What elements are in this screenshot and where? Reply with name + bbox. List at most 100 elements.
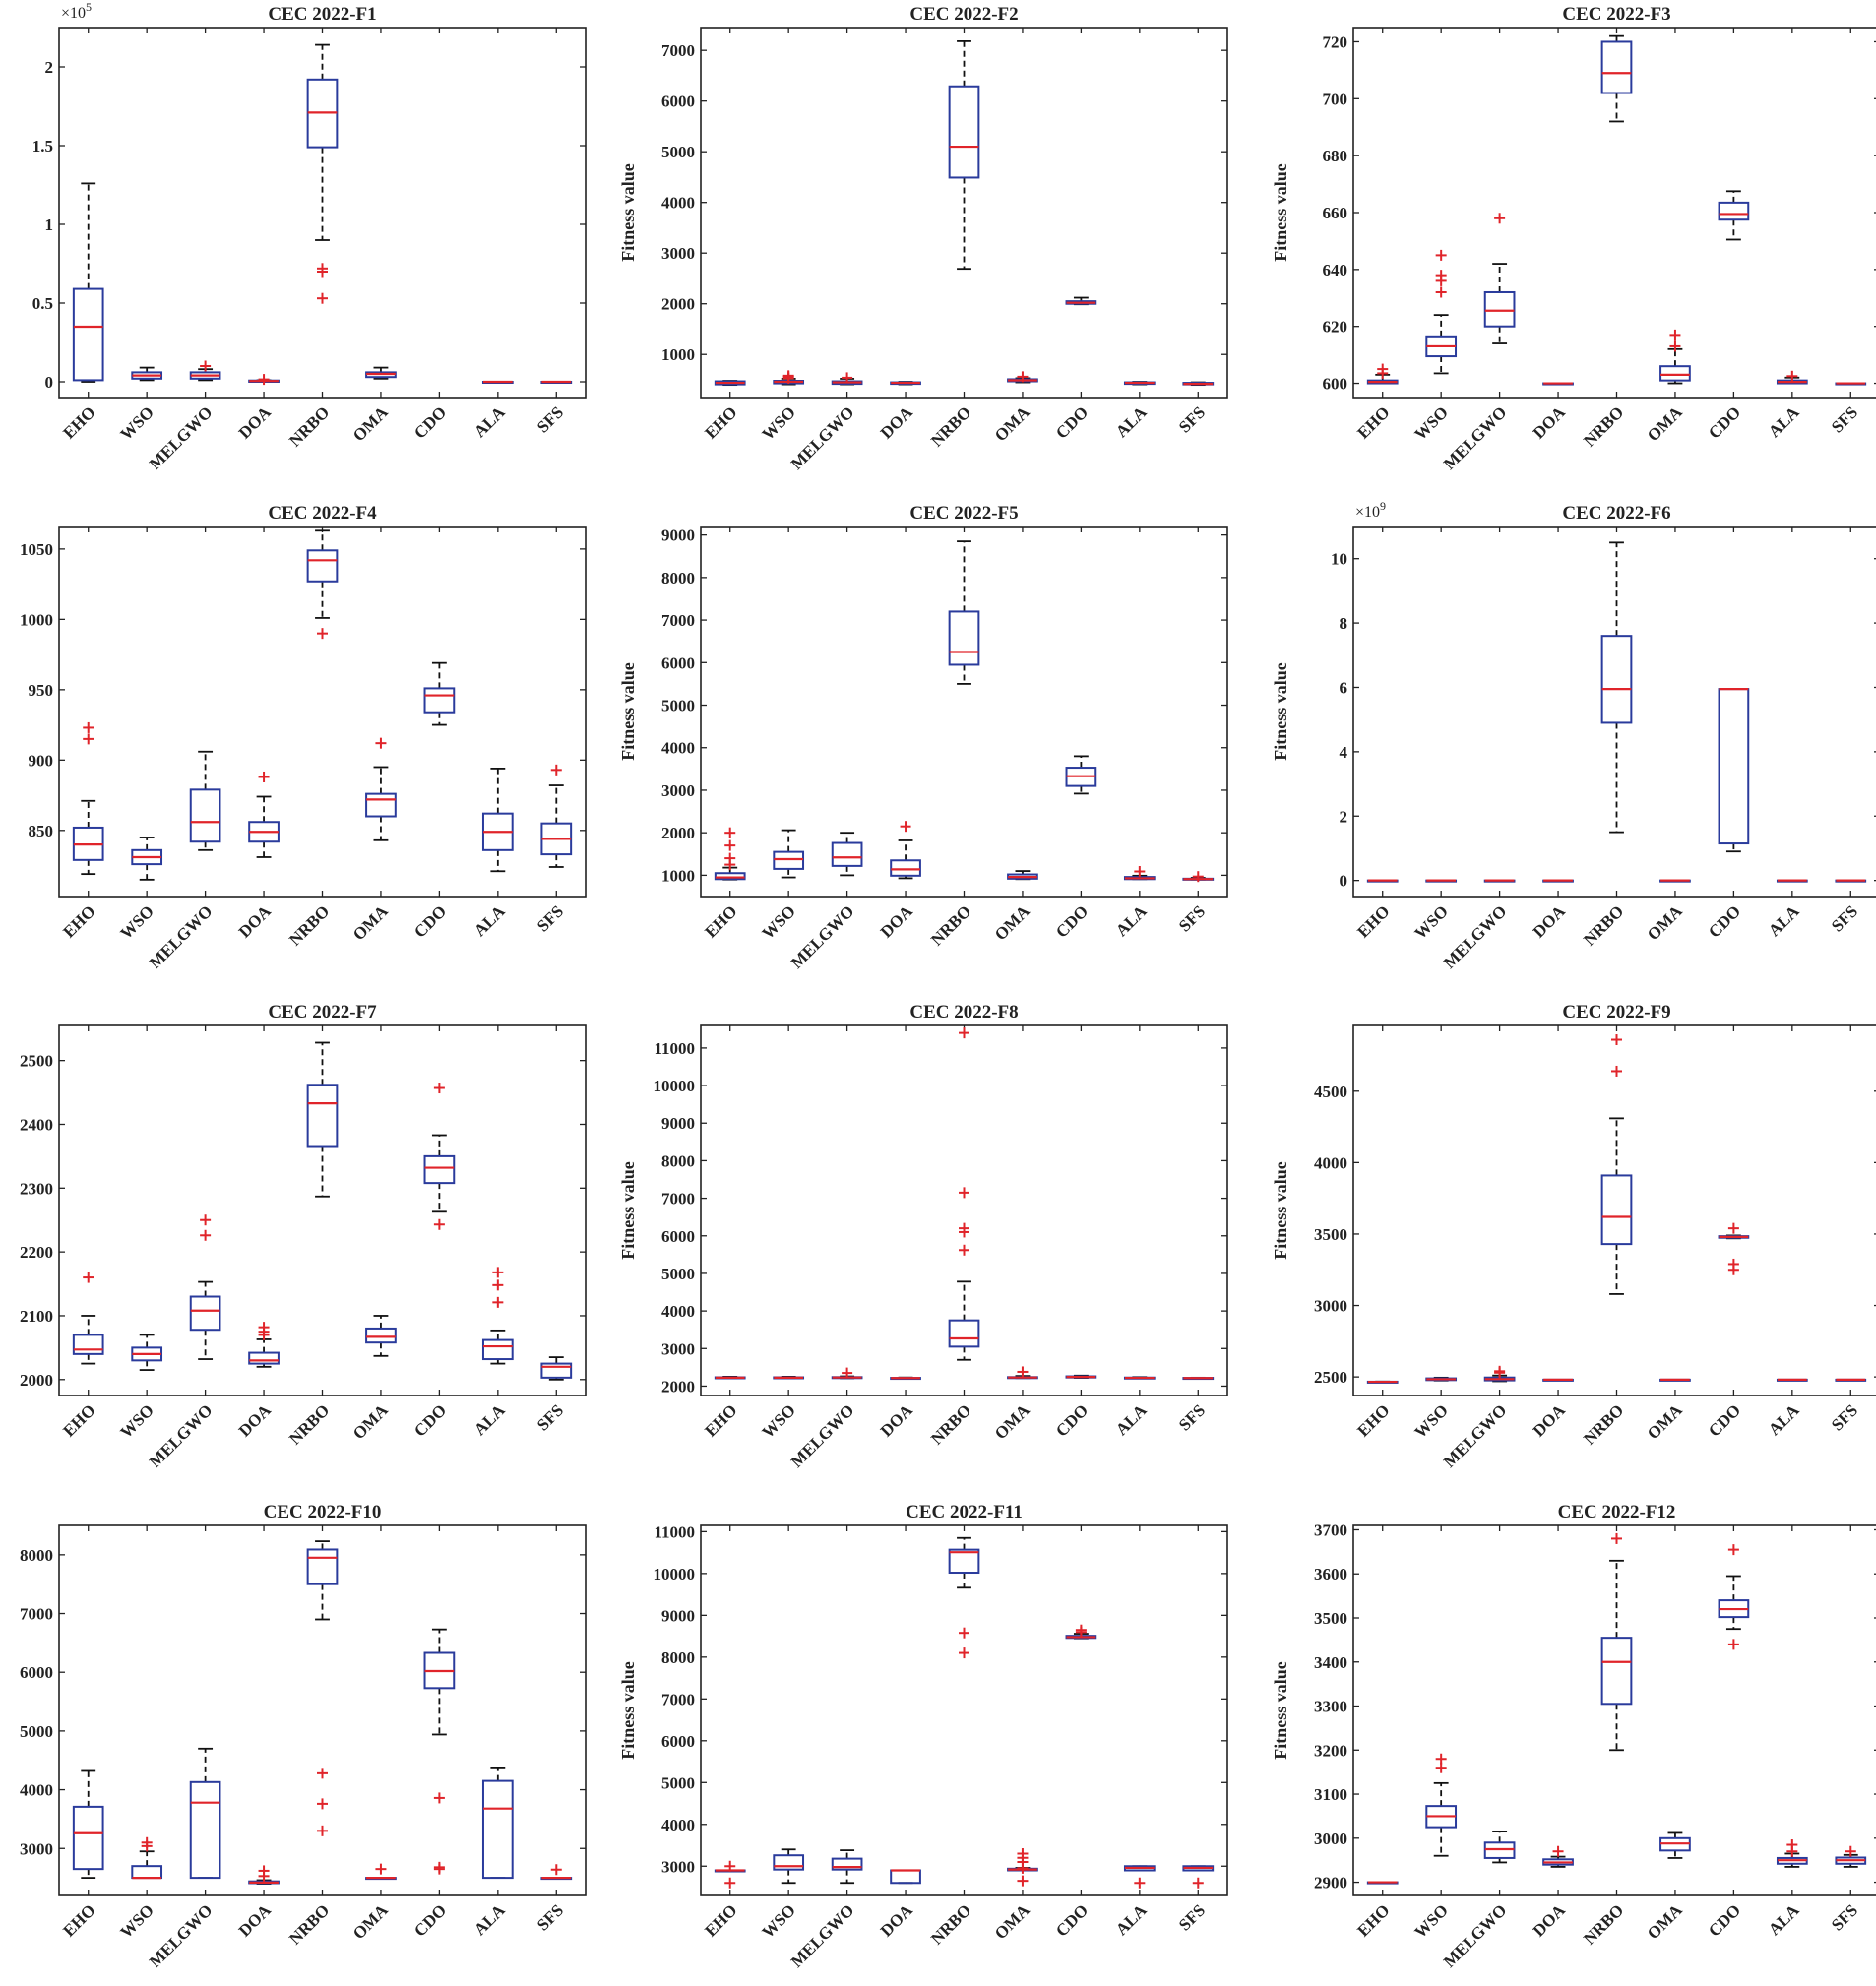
outlier-marker: [1786, 1845, 1798, 1857]
outlier-marker: [1845, 1845, 1856, 1857]
y-axis-label: Fitness value: [618, 662, 638, 761]
x-category-label: WSO: [758, 1900, 798, 1941]
y-tick-label: 900: [29, 751, 54, 770]
box-oma: [1007, 870, 1038, 881]
iqr-box: [131, 1865, 163, 1880]
x-category-label: ALA: [470, 901, 509, 940]
outlier-marker: [258, 1329, 270, 1340]
outlier-marker: [1192, 1877, 1204, 1889]
outlier-marker: [959, 1244, 969, 1256]
panel-title: CEC 2022-F10: [264, 1502, 382, 1522]
box-ala: [481, 1267, 514, 1365]
y-axis-label: Fitness value: [1271, 662, 1290, 761]
box-cdo: [1718, 1222, 1750, 1275]
y-tick-label: 2200: [20, 1243, 53, 1262]
outlier-marker: [959, 1187, 969, 1199]
box-oma: [1659, 1831, 1691, 1859]
multiplier-base: ×10: [1355, 504, 1380, 521]
x-category-label: CDO: [410, 1900, 450, 1940]
x-category-label: WSO: [116, 901, 156, 942]
box-doa: [1542, 1845, 1574, 1868]
y-tick-label: 5000: [661, 697, 695, 715]
y-tick-label: 8000: [20, 1546, 53, 1565]
box-melgwo: [189, 360, 221, 382]
y-tick-label: 1000: [20, 610, 53, 629]
box-sfs: [540, 1356, 573, 1381]
x-category-label: ALA: [470, 1900, 509, 1939]
x-category-label: NRBO: [927, 1900, 974, 1948]
outlier-marker: [724, 859, 736, 871]
box-sfs: [1835, 879, 1867, 883]
box-ala: [1776, 370, 1808, 385]
x-category-label: EHO: [1353, 1400, 1393, 1440]
box-sfs: [540, 764, 573, 868]
iqr-box: [365, 1327, 397, 1344]
outlier-marker: [724, 839, 736, 851]
iqr-box: [423, 1154, 456, 1185]
x-category-label: SFS: [1828, 1900, 1861, 1934]
iqr-box: [714, 872, 746, 881]
y-tick-label: 720: [1323, 32, 1348, 51]
box-oma: [365, 366, 397, 380]
outlier-marker: [1727, 1544, 1739, 1556]
box-cdo: [423, 661, 456, 726]
outlier-marker: [141, 1840, 153, 1852]
x-category-label: ALA: [1112, 403, 1151, 441]
box-oma: [1007, 1366, 1038, 1380]
box-sfs: [1835, 1845, 1867, 1868]
box-doa: [1542, 1378, 1574, 1382]
y-tick-label: 3700: [1314, 1521, 1347, 1539]
y-tick-label: 4000: [20, 1781, 53, 1800]
y-tick-label: 3000: [661, 244, 695, 263]
box-ala: [481, 768, 514, 873]
panel-title: CEC 2022-F3: [1562, 4, 1670, 25]
x-category-label: DOA: [877, 901, 917, 942]
box-melgwo: [831, 832, 863, 877]
y-tick-label: 8000: [661, 1151, 695, 1170]
x-category-label: SFS: [1828, 1400, 1861, 1434]
chart-panel-10: CEC 2022-F10300040005000600070008000Fitn…: [20, 1502, 587, 1971]
x-category-label: OMA: [991, 1400, 1033, 1443]
y-tick-label: 9000: [661, 1114, 695, 1133]
x-category-label: NRBO: [927, 403, 974, 450]
y-tick-label: 8000: [661, 569, 695, 588]
x-category-label: EHO: [701, 403, 740, 442]
y-tick-label: 3600: [1314, 1565, 1347, 1583]
box-eho: [72, 182, 104, 383]
x-category-label: NRBO: [1580, 1900, 1627, 1948]
outlier-marker: [83, 733, 94, 745]
y-tick-label: 2500: [20, 1052, 53, 1071]
box-ala: [481, 380, 514, 384]
y-tick-label: 3000: [1314, 1830, 1347, 1848]
box-doa: [890, 1376, 921, 1381]
box-oma: [1007, 1848, 1038, 1887]
outlier-marker: [1494, 1367, 1506, 1379]
x-category-label: EHO: [701, 1900, 740, 1940]
box-wso: [131, 1334, 163, 1371]
outlier-marker: [258, 771, 270, 782]
y-tick-label: 2: [45, 58, 54, 77]
box-ala: [1123, 1865, 1156, 1889]
box-sfs: [1835, 1378, 1867, 1382]
panel-title: CEC 2022-F9: [1562, 1002, 1670, 1023]
box-eho: [714, 380, 746, 387]
box-eho: [72, 1272, 104, 1365]
iqr-box: [1483, 290, 1516, 328]
box-nrbo: [1600, 1532, 1633, 1752]
outlier-marker: [433, 1218, 445, 1230]
box-nrbo: [1600, 34, 1633, 123]
x-category-label: ALA: [1765, 901, 1803, 940]
y-tick-label: 2500: [1314, 1368, 1347, 1387]
outlier-marker: [1727, 1222, 1739, 1234]
box-cdo: [1718, 1544, 1750, 1650]
y-axis-label: Fitness value: [618, 1161, 638, 1260]
box-eho: [714, 1860, 746, 1889]
outlier-marker: [842, 372, 853, 384]
outlier-marker: [200, 1214, 212, 1226]
box-ala: [481, 1766, 514, 1880]
x-category-label: SFS: [1175, 1900, 1209, 1934]
y-tick-label: 2000: [661, 824, 695, 842]
y-tick-label: 8: [1340, 614, 1348, 633]
iqr-box: [1600, 1637, 1633, 1706]
box-eho: [714, 1376, 746, 1380]
